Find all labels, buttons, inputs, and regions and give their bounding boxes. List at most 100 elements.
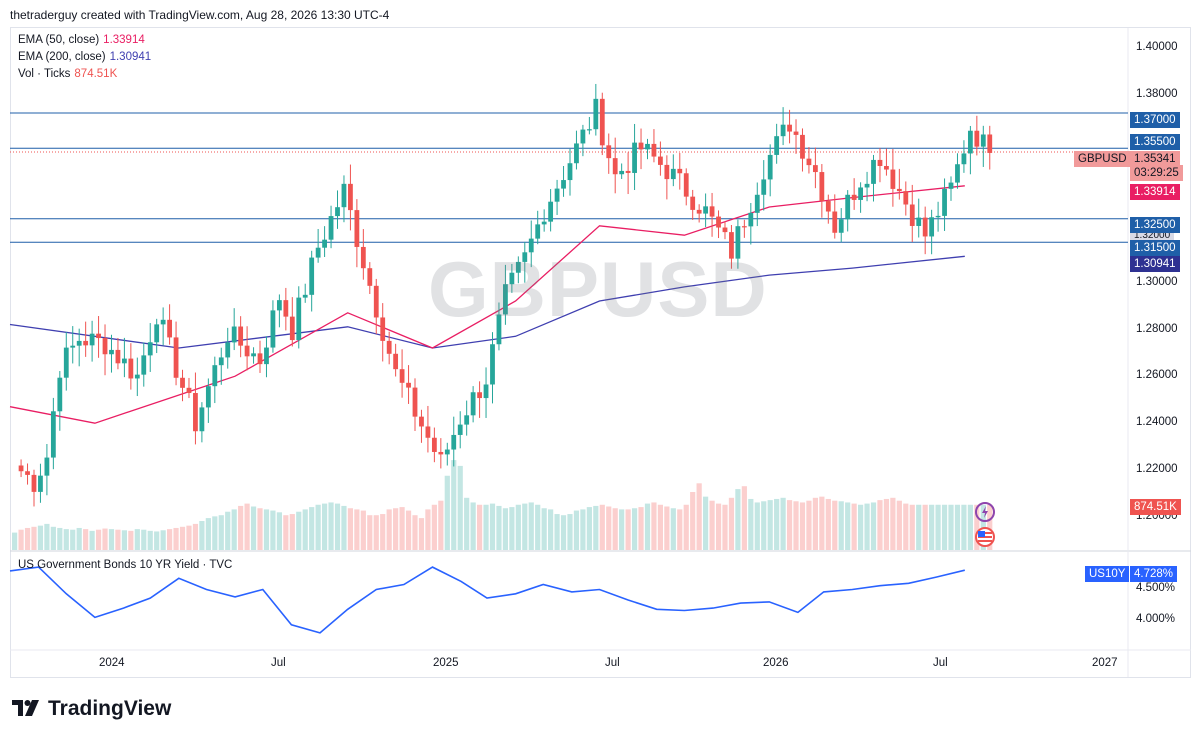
candle-body [761, 179, 767, 195]
candle-down [677, 152, 683, 190]
price-tick: 1.22000 [1136, 463, 1178, 475]
volume-bar [476, 504, 483, 550]
candle-body [76, 340, 82, 346]
candle-up [44, 443, 50, 496]
candle-body [309, 257, 315, 295]
candle-body [787, 124, 792, 132]
candle-body [638, 142, 644, 150]
level-tag[interactable]: 1.37000 [1130, 112, 1180, 128]
candle-body [257, 353, 263, 365]
candle-body [683, 173, 689, 197]
volume-bar [761, 501, 767, 550]
volume-bar [225, 511, 231, 550]
volume-bar [121, 530, 127, 550]
candle-body [322, 239, 327, 248]
candle-body [658, 156, 663, 165]
volume-bar [728, 497, 735, 550]
candle-body [251, 353, 256, 357]
candle-body [677, 168, 683, 174]
level-tag[interactable]: 1.31500 [1130, 240, 1180, 256]
price-tick: 1.26000 [1136, 369, 1178, 381]
level-tag[interactable]: 1.32500 [1130, 217, 1180, 233]
candle-body [812, 165, 818, 173]
volume-bar [974, 504, 980, 550]
legend-volume[interactable]: Vol · Ticks 874.51K [18, 68, 117, 80]
candle-up [670, 154, 676, 187]
volume-bar [57, 527, 63, 550]
candle-up [147, 323, 153, 372]
volume-bar [24, 527, 31, 550]
yield-value-tag[interactable]: 4.728% [1130, 566, 1178, 582]
legend-ema200[interactable]: EMA (200, close) 1.30941 [18, 51, 151, 63]
candle-down [793, 119, 799, 154]
candle-up [341, 175, 347, 223]
volume-bar [334, 503, 341, 550]
candle-body [980, 134, 986, 147]
candle-body [141, 355, 147, 375]
candle-body [231, 326, 237, 343]
volume-bar [367, 515, 373, 550]
candle-body [825, 201, 831, 212]
volume-bar [393, 508, 399, 550]
volume-bar [464, 497, 470, 550]
yield-panel-title[interactable]: US Government Bonds 10 YR Yield · TVC [18, 559, 233, 571]
volume-bar [321, 503, 328, 550]
legend-ema50[interactable]: EMA (50, close) 1.33914 [18, 34, 145, 46]
candle-body [354, 210, 360, 247]
candle-down [987, 125, 993, 170]
volume-bar [806, 500, 812, 550]
volume-bar [793, 501, 799, 550]
candle-down [96, 316, 101, 358]
level-tag[interactable]: 1.35500 [1130, 134, 1180, 150]
symbol-name-tag[interactable]: GBPUSD [1074, 151, 1131, 167]
candle-up [251, 347, 256, 364]
candle-body [431, 437, 437, 452]
candle-down [102, 324, 108, 376]
volume-bar [612, 508, 618, 550]
volume-bar [102, 528, 108, 550]
ema50-price-tag[interactable]: 1.33914 [1130, 184, 1180, 200]
candle-body [186, 387, 192, 394]
volume-bar [857, 504, 864, 550]
candle-down [173, 321, 179, 386]
volume-bar [83, 529, 89, 550]
candle-body [845, 194, 851, 220]
candle-down [348, 164, 353, 231]
volume-bar [754, 502, 760, 550]
candle-body [748, 212, 754, 227]
volume-bar [541, 508, 547, 550]
volume-bar [173, 527, 179, 550]
us-flag-icon[interactable] [975, 527, 995, 547]
symbol-watermark: GBPUSD [428, 245, 768, 333]
volume-bar [812, 497, 818, 550]
candle-body [929, 217, 935, 237]
price-tick: 1.24000 [1136, 416, 1178, 428]
candle-body [360, 246, 366, 269]
tradingview-logo[interactable]: TradingView [12, 697, 171, 721]
dividends-event-icon[interactable] [975, 502, 995, 522]
candle-body [212, 365, 218, 387]
candle-up [548, 189, 554, 232]
candle-down [193, 372, 198, 445]
candle-up [735, 219, 741, 269]
legend-ema50-value: 1.33914 [103, 34, 145, 46]
candle-body [696, 209, 702, 214]
volume-bar [76, 527, 82, 550]
candle-down [386, 331, 392, 365]
candle-up [561, 165, 566, 197]
volume-bar [412, 515, 418, 550]
candle-up [748, 203, 754, 245]
volume-bar [909, 504, 915, 550]
candle-down [373, 278, 379, 335]
ema200-price-tag[interactable]: 1.30941 [1130, 256, 1180, 272]
last-price-tag[interactable]: 1.35341 [1130, 151, 1180, 167]
candle-body [935, 215, 941, 218]
candle-body [464, 415, 470, 425]
candle-down [903, 181, 909, 216]
volume-value-tag[interactable]: 874.51K [1130, 499, 1181, 515]
volume-bar [548, 509, 554, 550]
candle-down [18, 459, 24, 478]
candle-body [541, 221, 547, 225]
yield-symbol-tag[interactable]: US10Y [1085, 566, 1130, 582]
